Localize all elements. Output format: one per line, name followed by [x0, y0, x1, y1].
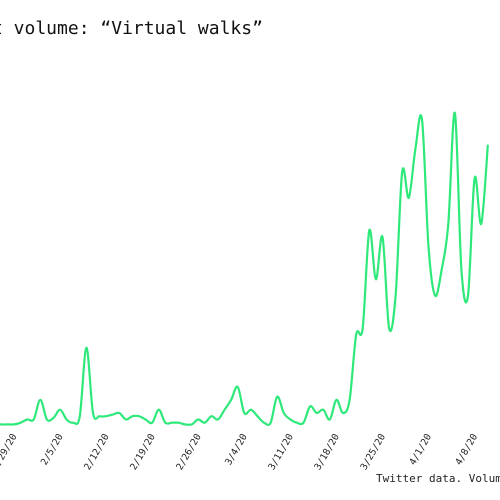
x-tick-label: 2/19/20: [128, 432, 158, 472]
x-axis-ticks: 1/29/20 2/5/20 2/12/20 2/19/20 2/26/20 3/4/20…: [0, 432, 480, 472]
x-tick-label: 4/1/20: [407, 432, 434, 467]
series-line: [0, 111, 489, 427]
x-tick-label: 4/8/20: [454, 432, 481, 467]
chart-title: t volume: “Virtual walks”: [0, 18, 263, 39]
x-tick-label: 2/26/20: [174, 432, 204, 472]
x-tick-label: 3/25/20: [359, 432, 389, 472]
x-tick-label: 2/12/20: [82, 432, 112, 472]
x-tick-label: 3/11/20: [266, 432, 296, 472]
x-tick-label: 2/5/20: [39, 432, 66, 467]
x-tick-label: 1/29/20: [0, 432, 20, 472]
series-group: [0, 111, 489, 427]
x-tick-label: 3/4/20: [223, 432, 250, 467]
source-note: Twitter data. Volume: [376, 472, 500, 485]
x-tick-label: 3/18/20: [312, 432, 342, 472]
